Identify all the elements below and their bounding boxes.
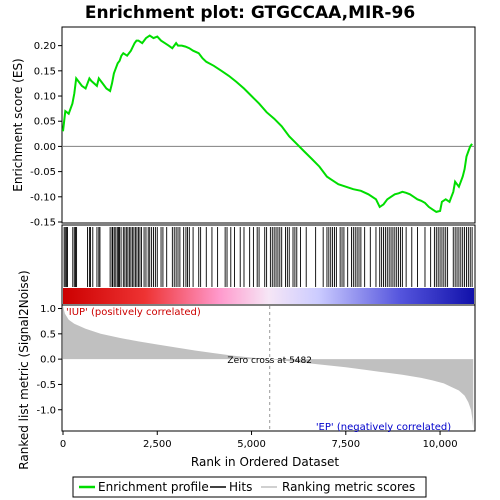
rank-color-bar — [63, 288, 474, 304]
metric-y-ticks: -1.0 -0.5 0.0 0.5 1.0 — [36, 304, 62, 416]
metric-y-tick-label: 1.0 — [40, 304, 56, 315]
chart-title: Enrichment plot: GTGCCAA,MIR-96 — [85, 3, 415, 23]
negative-correlation-label: 'EP' (negatively correlated) — [316, 422, 451, 433]
ranking-metric-area — [63, 306, 474, 429]
es-panel-frame — [61, 26, 476, 224]
x-ticks: 0 2,500 5,000 7,500 10,000 — [60, 431, 458, 450]
metric-y-axis-label: Ranked list metric (Signal2Noise) — [17, 270, 31, 469]
es-panel: -0.15 -0.10 -0.05 0.00 0.05 0.10 0.15 0.20 Enri… — [11, 26, 476, 229]
legend-label-enrichment: Enrichment profile — [98, 480, 209, 494]
positive-correlation-label: 'IUP' (positively correlated) — [66, 307, 201, 318]
es-y-tick-label: 0.00 — [34, 142, 56, 153]
x-axis-label: Rank in Ordered Dataset — [191, 455, 339, 469]
x-tick-label: 10,000 — [423, 439, 458, 450]
es-y-tick-label: 0.05 — [34, 117, 56, 128]
x-tick-label: 5,000 — [237, 439, 266, 450]
x-tick-label: 0 — [60, 439, 66, 450]
x-tick-label: 2,500 — [143, 439, 172, 450]
metric-panel-frame — [61, 304, 476, 432]
zero-cross-label: Zero cross at 5482 — [227, 356, 312, 366]
es-y-tick-label: 0.10 — [34, 92, 56, 103]
enrichment-profile-line — [62, 34, 473, 213]
es-y-tick-label: 0.15 — [34, 66, 56, 77]
es-y-tick-label: -0.05 — [30, 167, 56, 178]
legend-label-metric: Ranking metric scores — [282, 480, 415, 494]
legend: Enrichment profile Hits Ranking metric s… — [72, 476, 427, 498]
metric-y-tick-label: 0.5 — [40, 329, 56, 340]
legend-label-hits: Hits — [229, 480, 252, 494]
x-tick-label: 7,500 — [331, 439, 360, 450]
es-y-tick-label: -0.15 — [30, 218, 56, 229]
metric-y-tick-label: -1.0 — [36, 405, 56, 416]
metric-y-tick-label: -0.5 — [36, 380, 56, 391]
metric-y-tick-label: 0.0 — [40, 355, 56, 366]
metric-panel: -1.0 -0.5 0.0 0.5 1.0 'IUP' (positively corr… — [17, 270, 476, 470]
hits-panel — [61, 224, 476, 306]
es-y-tick-label: -0.10 — [30, 192, 56, 203]
es-y-ticks: -0.15 -0.10 -0.05 0.00 0.05 0.10 0.15 0.20 — [30, 41, 62, 229]
es-y-tick-label: 0.20 — [34, 41, 56, 52]
legend-box — [72, 476, 427, 498]
hit-marks — [63, 227, 473, 287]
es-y-axis-label: Enrichment score (ES) — [11, 58, 25, 191]
